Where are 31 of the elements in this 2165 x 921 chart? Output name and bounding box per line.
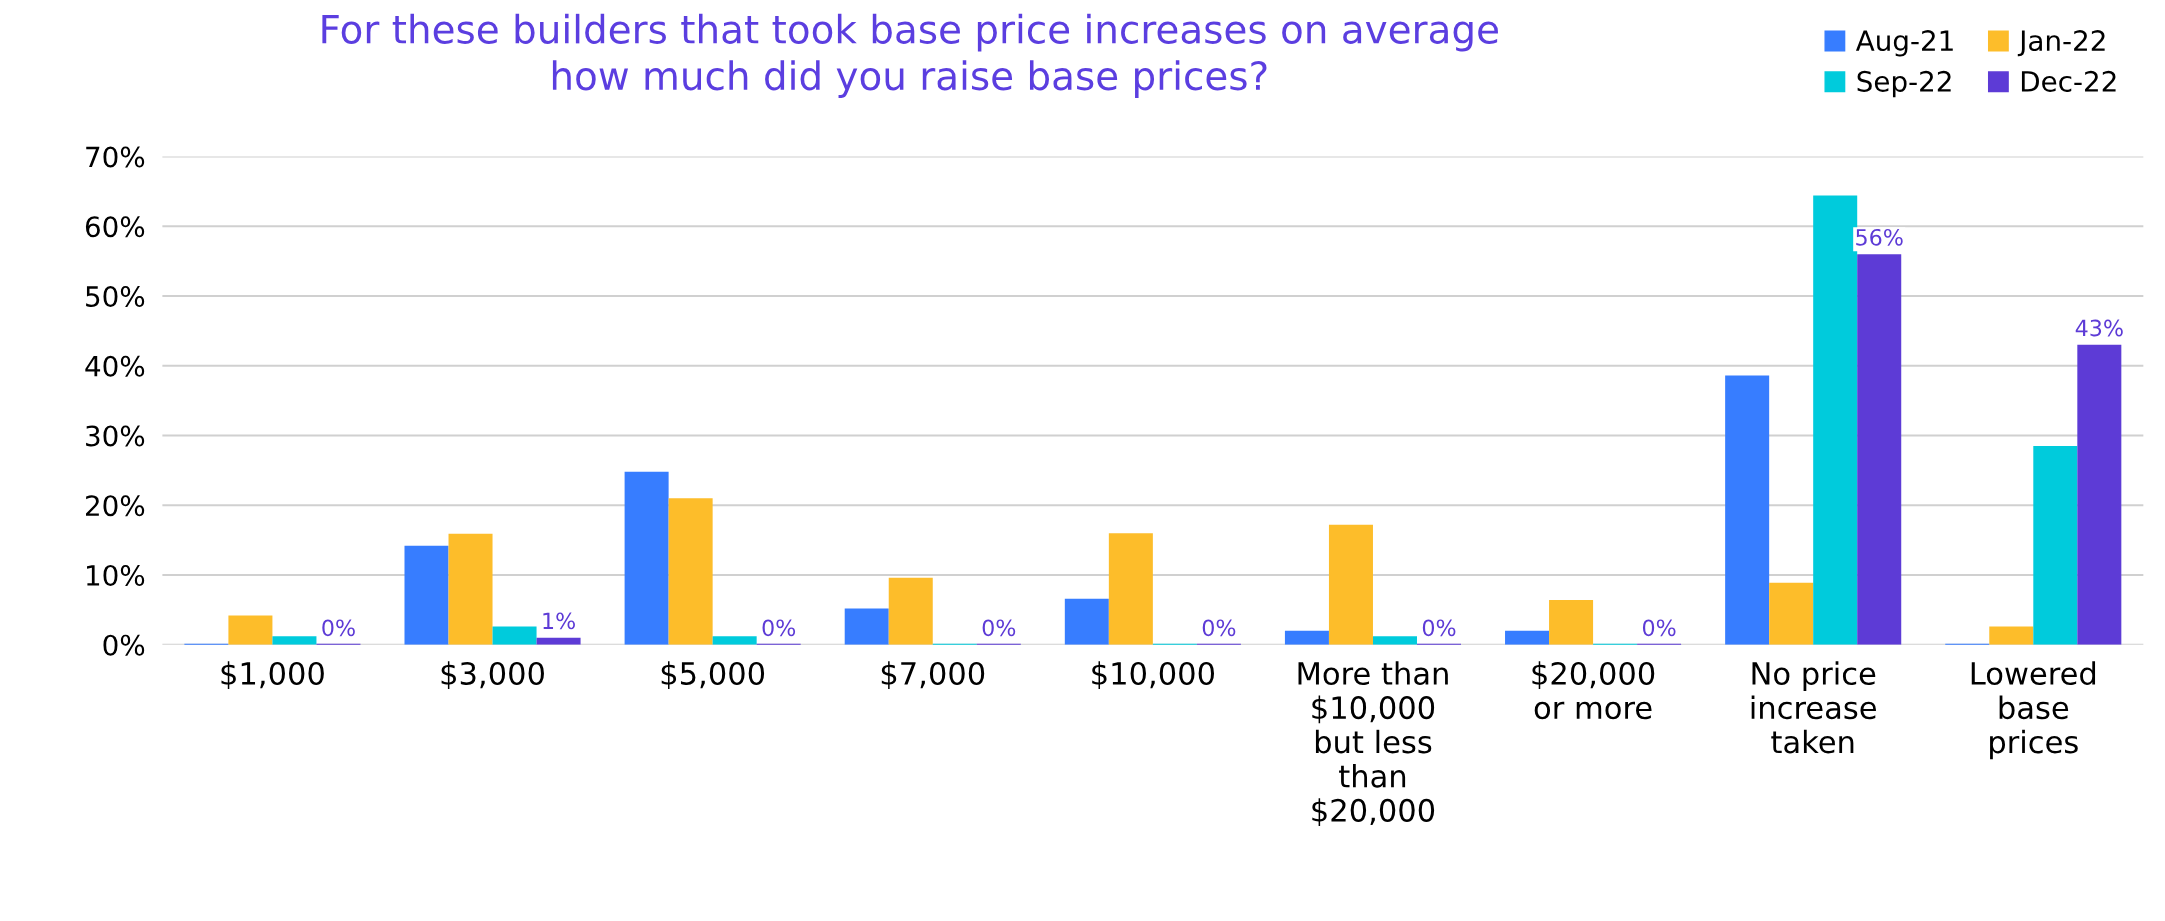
y-tick-label: 0%: [103, 634, 145, 656]
y-tick-label: 70%: [86, 146, 145, 168]
legend-label: Dec-22: [2021, 70, 2116, 92]
x-tick-label: $7,000: [881, 661, 985, 690]
data-label: 0%: [1422, 619, 1456, 637]
data-label: 0%: [1642, 619, 1676, 637]
x-tick-label: $3,000: [441, 661, 544, 690]
y-tick-label: 20%: [86, 495, 145, 517]
legend-label: Jan-22: [2017, 30, 2105, 57]
x-tick-label: $10,000: [1092, 661, 1215, 690]
data-label: 0%: [762, 619, 796, 637]
y-tick-label: 50%: [86, 285, 145, 307]
x-tick-label: $5,000: [661, 661, 765, 690]
data-label: 0%: [1202, 619, 1236, 637]
y-tick-label: 10%: [87, 564, 145, 586]
y-tick-label: 30%: [86, 425, 145, 447]
y-tick-label: 40%: [85, 355, 145, 377]
legend-label: Aug-21: [1855, 30, 1953, 57]
chart-title: For these builders that took base price increases on average how much did you raise base prices?: [322, 13, 1498, 98]
x-tick-label: No price increase taken: [1751, 661, 1876, 754]
data-label: 56%: [1856, 228, 1903, 246]
x-tick-label: $20,000 or more: [1532, 661, 1655, 720]
x-tick-label: Lowered base prices: [1971, 661, 2096, 760]
legend-label: Sep-22: [1857, 70, 1951, 98]
data-label: 43%: [2075, 319, 2123, 337]
data-label: 0%: [322, 619, 355, 637]
data-label: 1%: [543, 612, 575, 630]
x-tick-label: $1,000: [221, 661, 324, 690]
y-tick-label: 60%: [85, 216, 145, 238]
data-label: 0%: [982, 619, 1016, 637]
x-tick-label: More than $10,000 but less than $20,000: [1298, 661, 1448, 826]
